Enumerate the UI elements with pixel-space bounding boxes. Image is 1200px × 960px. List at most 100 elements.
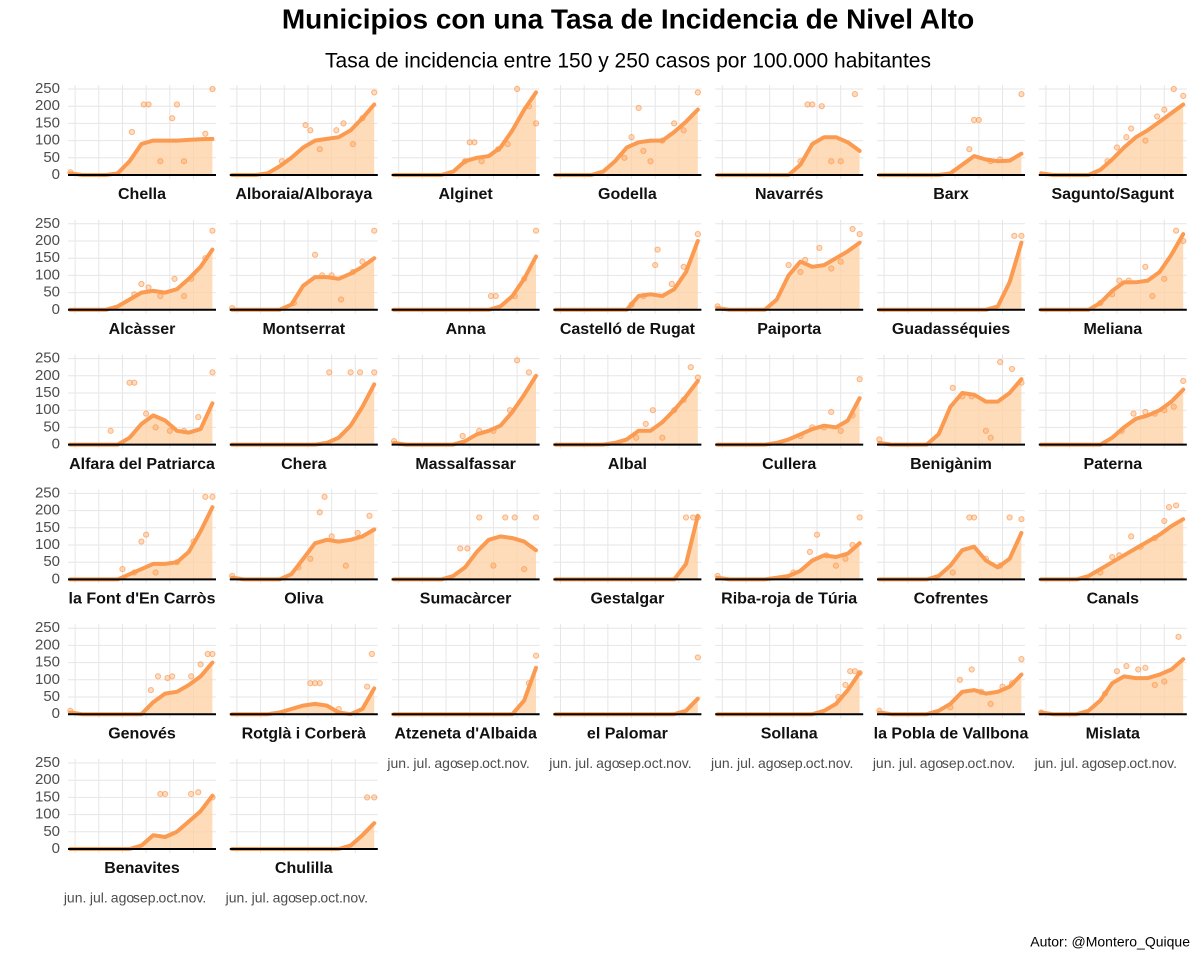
point [354, 529, 361, 537]
panel-title: Benigànim [910, 456, 992, 473]
point [1165, 504, 1173, 511]
point [143, 410, 150, 417]
x-tick-label: jul. [251, 890, 270, 906]
panel-title: Rotglà i Corberà [242, 725, 367, 742]
point [1109, 553, 1116, 561]
y-tick-label: 100 [35, 132, 60, 149]
point [342, 562, 349, 569]
point [680, 127, 687, 134]
y-tick-label: 250 [35, 215, 60, 232]
area [879, 533, 1022, 580]
point [209, 85, 216, 93]
panel-title: Sagunto/Sagunt [1051, 186, 1174, 203]
point [145, 101, 152, 108]
y-tick-label: 150 [35, 384, 60, 401]
point [347, 369, 354, 376]
x-tick-label: oct. [159, 890, 182, 906]
point [209, 369, 216, 376]
panel-title: Chera [281, 456, 326, 473]
point [671, 120, 678, 127]
point [195, 789, 202, 796]
point [138, 538, 145, 545]
x-tick-label: sep. [133, 890, 159, 906]
point [968, 666, 975, 673]
point [649, 407, 656, 414]
x-tick-label: oct. [806, 755, 829, 771]
area [70, 403, 213, 445]
x-tick-label: ago [758, 755, 782, 771]
x-tick-label: oct. [644, 755, 667, 771]
panel-title: Atzeneta d'Albaida [394, 725, 537, 742]
point [1173, 502, 1180, 509]
x-tick-label: nov. [990, 755, 1015, 771]
point [152, 569, 159, 576]
point [157, 292, 164, 300]
line [392, 665, 538, 717]
point [368, 650, 375, 658]
area [232, 258, 375, 310]
x-tick-label: sep. [1104, 755, 1130, 771]
point [171, 275, 178, 282]
point [209, 493, 216, 500]
point [161, 790, 169, 798]
point [471, 139, 478, 146]
point [169, 115, 176, 122]
point [828, 265, 835, 272]
panel-title: Chella [118, 186, 166, 203]
panel-title: Barx [933, 186, 969, 203]
point [1161, 275, 1168, 282]
point [997, 358, 1004, 366]
point [1135, 666, 1142, 673]
point [1170, 85, 1177, 93]
x-tick-label: jun. [63, 890, 87, 906]
panel-title: Cullera [762, 456, 816, 473]
point [809, 101, 816, 108]
area [717, 672, 860, 715]
panel-title: Anna [446, 321, 486, 338]
panel-title: el Palomar [587, 725, 668, 742]
point [966, 146, 973, 153]
panel-title: Alcàsser [109, 321, 176, 338]
x-tick-label: jun. [225, 890, 249, 906]
y-tick-label: 100 [35, 401, 60, 418]
area [232, 823, 375, 849]
point [668, 280, 675, 288]
y-tick-label: 0 [52, 705, 60, 722]
chart-title: Municipios con una Tasa de Incidencia de… [282, 3, 974, 34]
panel-title: Genovés [108, 725, 176, 742]
point [633, 434, 640, 441]
area [70, 249, 213, 310]
point [654, 246, 661, 253]
area [70, 138, 213, 175]
point [1161, 517, 1168, 525]
point [659, 434, 666, 441]
point [147, 687, 154, 694]
point [1123, 662, 1130, 670]
panel-title: Gestalgar [590, 591, 664, 608]
point [856, 514, 863, 521]
area [394, 256, 536, 310]
point [635, 104, 642, 112]
point [837, 258, 844, 265]
panel-title: Massalfassar [415, 456, 516, 473]
line [553, 513, 700, 582]
panel-title: Chulilla [275, 860, 333, 877]
point [949, 384, 956, 391]
point [828, 158, 835, 165]
x-tick-label: sep. [780, 755, 806, 771]
point [371, 794, 378, 801]
point [1161, 678, 1168, 685]
panel-title: Alfara del Patriarca [69, 456, 215, 473]
point [502, 514, 509, 521]
point [682, 514, 690, 521]
y-tick-label: 200 [35, 232, 60, 249]
chart-subtitle: Tasa de incidencia entre 150 y 250 casos… [325, 50, 931, 73]
point [366, 512, 373, 519]
point [628, 134, 635, 141]
point [640, 147, 647, 155]
point [1113, 144, 1121, 151]
y-tick-label: 50 [43, 149, 60, 166]
panel-title: Montserrat [262, 321, 345, 338]
area [555, 241, 698, 310]
point [302, 122, 309, 129]
